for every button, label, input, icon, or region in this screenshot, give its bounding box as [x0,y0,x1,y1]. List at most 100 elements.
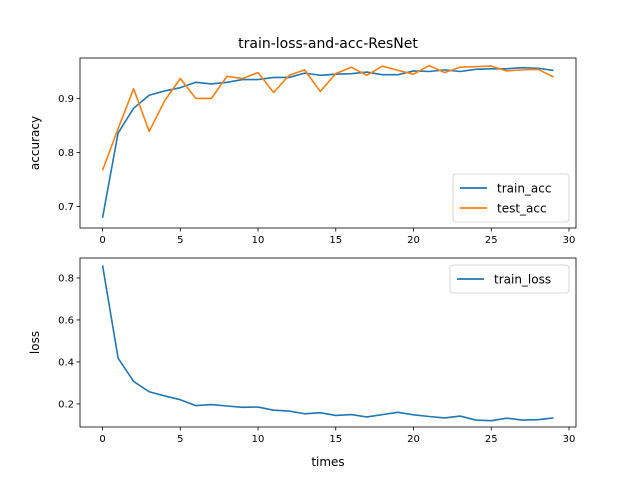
series-line [101,66,554,218]
series-test-acc [101,64,554,171]
data-point [272,409,274,411]
data-point [319,90,321,92]
data-point [443,417,445,419]
data-point [257,78,259,80]
x-tick-label: 30 [563,434,576,445]
data-point [397,411,399,413]
y-tick-label: 0.2 [58,399,74,410]
x-tick-label: 10 [252,235,265,246]
data-point [226,405,228,407]
data-point [350,413,352,415]
legend-box [449,264,570,294]
data-point [381,65,383,67]
data-point [210,97,212,99]
legend-box [452,173,570,223]
data-point [148,391,150,393]
data-point [101,264,103,266]
data-point [490,420,492,422]
y-tick-label: 0.6 [58,315,74,326]
data-point [381,74,383,76]
data-point [179,77,181,79]
series-line [101,265,554,422]
data-point [179,399,181,401]
data-point [521,67,523,69]
data-point [443,69,445,71]
data-point [428,70,430,72]
series-line [101,64,554,171]
legend-label: train_acc [497,182,551,196]
data-point [319,74,321,76]
data-point [552,69,554,71]
data-point [195,81,197,83]
y-tick-label: 0.9 [58,94,74,105]
data-point [459,415,461,417]
data-point [459,66,461,68]
x-tick-label: 15 [329,235,342,246]
data-point [335,414,337,416]
data-point [412,414,414,416]
x-tick-label: 25 [485,235,498,246]
data-point [303,69,305,71]
data-point [257,71,259,73]
data-point [164,395,166,397]
data-point [179,86,181,88]
x-tick-label: 20 [407,434,420,445]
y-tick-label: 0.7 [58,202,74,213]
data-point [148,130,150,132]
data-point [195,404,197,406]
data-point [366,416,368,418]
data-point [210,403,212,405]
x-axis-label: times [311,455,344,469]
data-point [428,415,430,417]
data-point [552,417,554,419]
data-point [132,88,134,90]
data-point [288,74,290,76]
data-point [366,74,368,76]
data-point [490,65,492,67]
data-point [117,357,119,359]
data-point [397,74,399,76]
series-train-loss [101,264,554,422]
data-point [397,69,399,71]
data-point [475,68,477,70]
legend: train_acc test_acc [452,173,570,223]
y-axis-label: loss [28,331,42,354]
data-point [521,419,523,421]
x-tick-label: 25 [485,434,498,445]
data-point [148,94,150,96]
data-point [475,419,477,421]
x-tick-label: 0 [99,434,105,445]
data-point [506,70,508,72]
data-point [412,73,414,75]
x-tick-label: 5 [177,434,183,445]
data-point [195,97,197,99]
data-point [164,99,166,101]
data-point [490,68,492,70]
data-point [552,76,554,78]
data-point [101,169,103,171]
loss-panel: 0 5 10 15 20 25 30 0.2 0.4 0.6 0.8 loss times train_l… [28,257,577,469]
data-point [101,217,103,219]
y-tick-label: 0.8 [58,148,74,159]
data-point [335,72,337,74]
axes-frame [79,57,577,229]
data-point [272,76,274,78]
data-point [272,91,274,93]
x-tick-label: 5 [177,235,183,246]
accuracy-panel: 0 5 10 15 20 25 30 0.7 0.8 0.9 accuracy train_accte… [28,57,577,246]
y-tick-label: 0.8 [58,273,74,284]
legend-label: test_acc [497,202,547,216]
x-tick-label: 15 [329,434,342,445]
data-point [117,127,119,129]
data-point [537,68,539,70]
data-point [521,69,523,71]
x-tick-label: 20 [407,235,420,246]
data-point [241,406,243,408]
y-tick-label: 0.4 [58,357,74,368]
data-point [319,412,321,414]
data-point [443,71,445,73]
data-point [350,66,352,68]
axes-frame [79,257,577,428]
